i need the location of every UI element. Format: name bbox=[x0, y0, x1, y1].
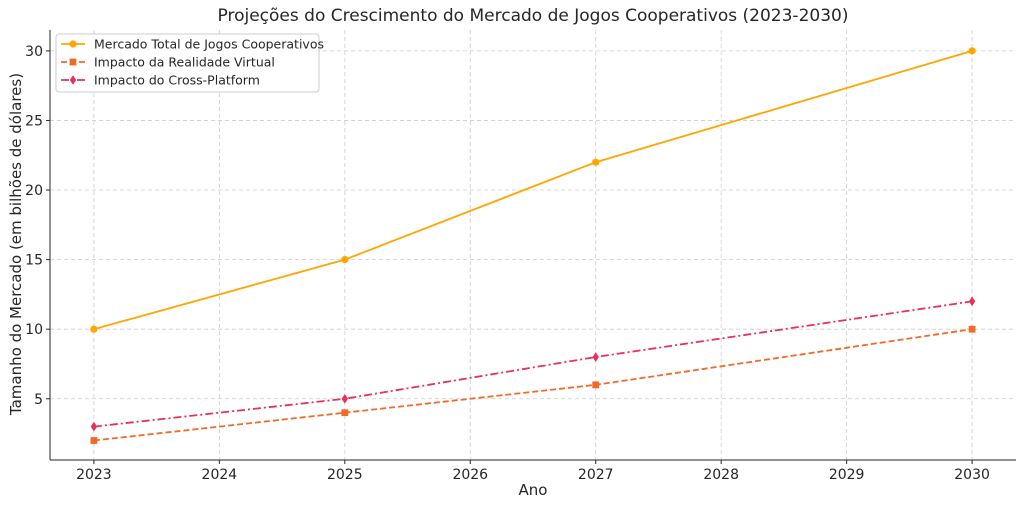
y-tick-label: 30 bbox=[25, 44, 43, 60]
data-point bbox=[341, 256, 349, 264]
data-point bbox=[968, 296, 976, 307]
series-line bbox=[93, 50, 973, 331]
y-tick-label: 20 bbox=[25, 183, 43, 199]
y-tick-label: 10 bbox=[25, 322, 43, 338]
legend: Mercado Total de Jogos Cooperativos Impac… bbox=[55, 33, 324, 93]
data-point bbox=[592, 352, 599, 362]
data-point bbox=[592, 158, 600, 166]
x-tick-label: 2027 bbox=[578, 467, 614, 483]
legend-marker bbox=[69, 58, 77, 66]
series-line bbox=[93, 328, 973, 442]
data-point bbox=[592, 381, 600, 389]
data-point bbox=[341, 393, 349, 404]
legend-label: Impacto da Realidade Virtual bbox=[94, 55, 275, 70]
x-tick-label: 2026 bbox=[452, 467, 488, 483]
tick-labels: 2023 2024 2025 2026 2027 2028 2029 203051015202… bbox=[25, 44, 990, 483]
series bbox=[90, 47, 976, 444]
data-point bbox=[968, 47, 976, 55]
y-tick-label: 5 bbox=[34, 392, 43, 408]
y-axis-label: Tamanho do Mercado (em bilhões de dólare… bbox=[7, 73, 25, 416]
series-3 bbox=[90, 296, 976, 432]
data-point bbox=[341, 409, 349, 417]
x-tick-label: 2025 bbox=[327, 467, 363, 483]
x-tick-label: 2029 bbox=[829, 467, 865, 483]
data-point bbox=[90, 325, 98, 333]
chart-title: Projeções do Crescimento do Mercado de J… bbox=[218, 6, 849, 26]
legend-label: Mercado Total de Jogos Cooperativos bbox=[94, 37, 324, 52]
data-point bbox=[90, 437, 98, 444]
x-tick-label: 2024 bbox=[202, 467, 238, 483]
x-tick-label: 2023 bbox=[76, 467, 112, 483]
legend-marker bbox=[69, 75, 77, 85]
x-tick-label: 2030 bbox=[954, 467, 990, 483]
x-tick-label: 2028 bbox=[703, 467, 739, 483]
data-point bbox=[90, 421, 98, 432]
y-tick-label: 15 bbox=[25, 253, 43, 269]
data-point bbox=[968, 325, 976, 333]
x-axis-label: Ano bbox=[519, 481, 548, 499]
axes bbox=[46, 30, 1016, 464]
grid bbox=[50, 30, 1016, 460]
legend-marker bbox=[69, 40, 77, 48]
series-1 bbox=[90, 47, 976, 333]
series-2 bbox=[90, 325, 976, 444]
legend-label: Impacto do Cross-Platform bbox=[94, 73, 260, 88]
y-tick-label: 25 bbox=[25, 113, 43, 129]
series-line bbox=[93, 300, 973, 428]
legend-box bbox=[55, 33, 320, 93]
